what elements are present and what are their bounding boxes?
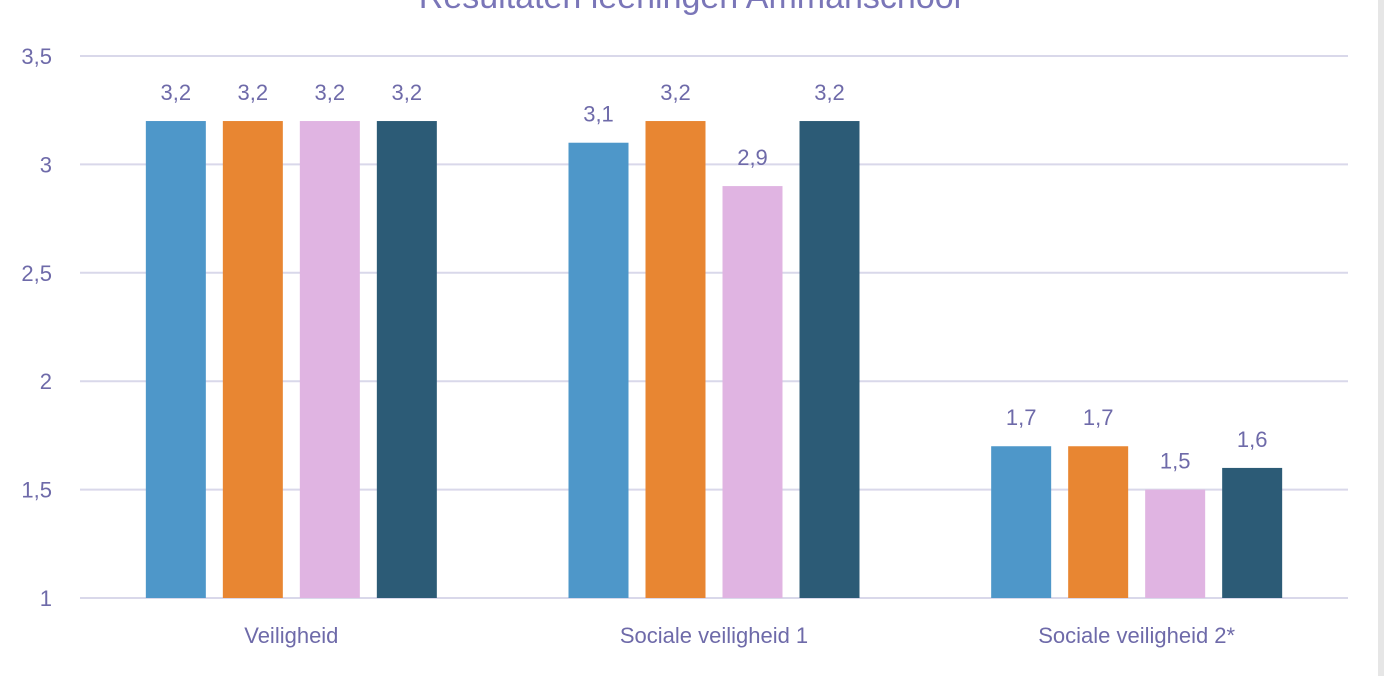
y-tick-label: 1,5: [21, 478, 52, 503]
bar: [1145, 489, 1206, 598]
category-label: Veiligheid: [244, 623, 338, 648]
data-label: 3,2: [238, 80, 269, 105]
data-label: 1,6: [1237, 427, 1268, 452]
data-labels: 3,2 3,2 3,2 3,2 3,1 3,2 2,9 3,2 1,7 1,7 1,5 1,6: [161, 80, 1268, 474]
data-label: 3,2: [161, 80, 192, 105]
window-edge: [1378, 0, 1384, 676]
bar: [645, 121, 706, 598]
chart-title: Resultaten leerlingen Ammanschool: [419, 0, 961, 16]
bar: [1068, 446, 1129, 598]
bar: [799, 121, 860, 598]
bars: [145, 121, 1283, 598]
bar: [722, 186, 783, 598]
bar: [991, 446, 1052, 598]
data-label: 3,1: [583, 102, 614, 127]
bar: [299, 121, 360, 598]
category-label: Sociale veiligheid 2*: [1038, 623, 1235, 648]
x-axis-categories: Veiligheid Sociale veiligheid 1 Sociale ve…: [244, 623, 1235, 648]
bar: [376, 121, 437, 598]
y-tick-label: 2: [40, 369, 52, 394]
y-tick-label: 1: [40, 586, 52, 611]
bar: [568, 142, 629, 598]
data-label: 3,2: [814, 80, 845, 105]
category-label: Sociale veiligheid 1: [620, 623, 808, 648]
data-label: 1,7: [1083, 405, 1114, 430]
y-tick-label: 2,5: [21, 261, 52, 286]
data-label: 1,5: [1160, 449, 1191, 474]
y-tick-label: 3: [40, 152, 52, 177]
bar: [1222, 467, 1283, 598]
bar: [222, 121, 283, 598]
data-label: 3,2: [315, 80, 346, 105]
data-label: 2,9: [737, 145, 768, 170]
data-label: 3,2: [660, 80, 691, 105]
data-label: 3,2: [392, 80, 423, 105]
bar: [145, 121, 206, 598]
y-axis-ticks: 3,5 3 2,5 2 1,5 1: [21, 44, 52, 611]
y-tick-label: 3,5: [21, 44, 52, 69]
data-label: 1,7: [1006, 405, 1037, 430]
gridlines: [80, 55, 1348, 599]
